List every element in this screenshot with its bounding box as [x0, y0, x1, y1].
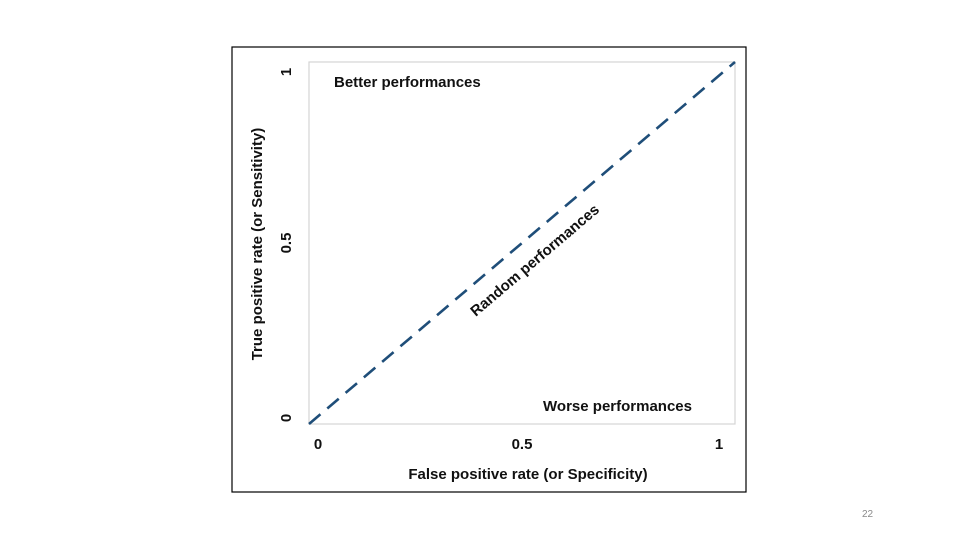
y-tick-label: 1	[278, 68, 295, 76]
y-axis-label: True positive rate (or Sensitivity)	[249, 128, 266, 361]
x-tick-label: 0	[314, 436, 322, 453]
annotation-worse: Worse performances	[543, 398, 692, 415]
x-tick-label: 1	[715, 436, 723, 453]
slide-number: 22	[862, 509, 874, 520]
x-axis-label: False positive rate (or Specificity)	[408, 466, 647, 483]
y-tick-label: 0	[278, 414, 295, 422]
y-tick-label: 0.5	[278, 233, 295, 254]
series-line-random	[308, 61, 736, 425]
annotation-better: Better performances	[334, 74, 481, 91]
x-tick-label: 0.5	[512, 436, 533, 453]
